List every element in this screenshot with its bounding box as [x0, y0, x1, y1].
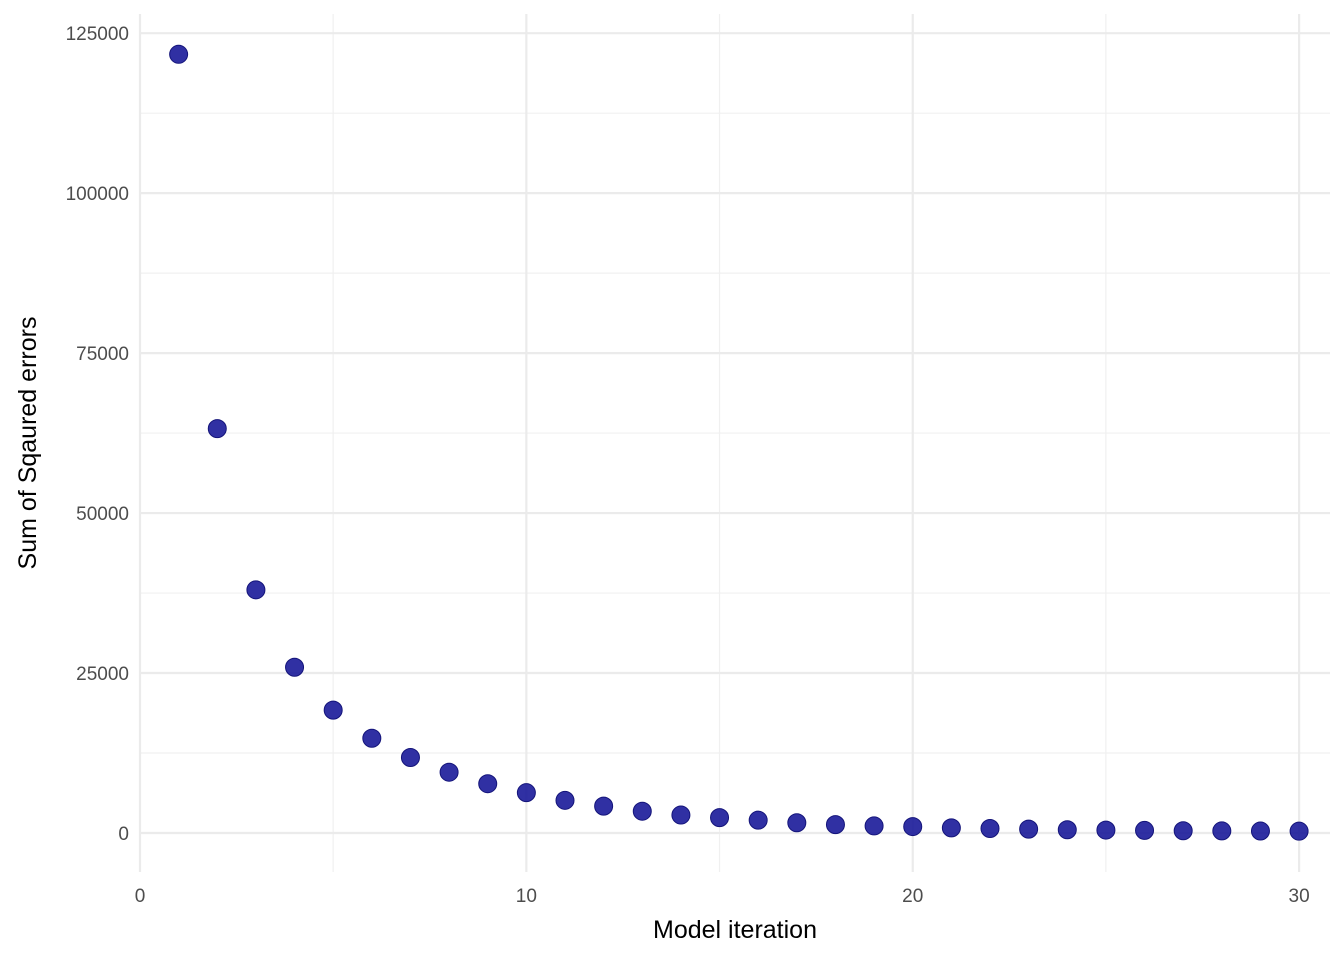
x-tick-label: 10 [516, 886, 537, 907]
y-tick-label: 0 [118, 824, 129, 845]
x-tick-label: 30 [1289, 886, 1310, 907]
y-tick-label: 25000 [76, 664, 129, 685]
data-point [864, 816, 884, 836]
data-point [246, 580, 266, 600]
data-point [207, 419, 227, 439]
data-point [787, 813, 807, 833]
data-point [1019, 819, 1039, 839]
y-tick-label: 50000 [76, 504, 129, 525]
y-tick-label: 125000 [66, 24, 129, 45]
data-point [1173, 821, 1193, 841]
data-point [1057, 820, 1077, 840]
data-point [1289, 821, 1309, 841]
data-point [671, 805, 691, 825]
grid-lines [138, 14, 1330, 872]
x-axis-title: Model iteration [653, 916, 817, 944]
data-point [632, 801, 652, 821]
data-point [439, 762, 459, 782]
data-point [323, 700, 343, 720]
data-point [748, 810, 768, 830]
data-point [555, 790, 575, 810]
y-tick-label: 75000 [76, 344, 129, 365]
x-tick-label: 20 [902, 886, 923, 907]
data-point [710, 808, 730, 828]
data-point [285, 657, 305, 677]
data-point [1135, 820, 1155, 840]
data-point [478, 774, 498, 794]
data-point [362, 728, 382, 748]
data-point [594, 796, 614, 816]
data-point [825, 815, 845, 835]
data-point [1212, 821, 1232, 841]
data-point [941, 818, 961, 838]
data-point [1250, 821, 1270, 841]
data-point [1096, 820, 1116, 840]
data-points [169, 44, 1309, 841]
x-tick-label: 0 [135, 886, 146, 907]
y-tick-label: 100000 [66, 184, 129, 205]
data-point [980, 818, 1000, 838]
y-axis-title: Sum of Sqaured errors [14, 317, 42, 570]
data-point [400, 747, 420, 767]
tick-labels: 0 25000 50000 75000 100000 125000 0 10 20 30 [66, 24, 1310, 907]
data-point [169, 44, 189, 64]
data-point [903, 817, 923, 837]
data-point [516, 783, 536, 803]
